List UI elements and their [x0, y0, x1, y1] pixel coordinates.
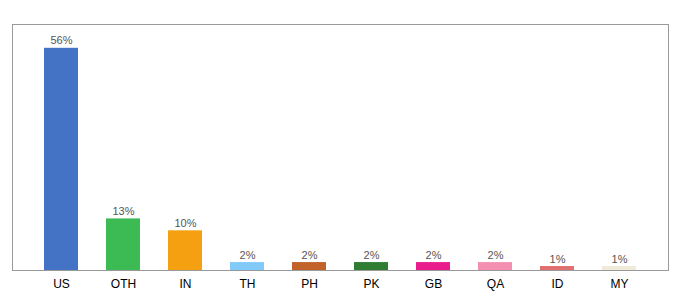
svg-text:56%: 56%	[50, 34, 72, 46]
svg-text:TH: TH	[240, 277, 256, 291]
svg-text:IN: IN	[180, 277, 192, 291]
svg-text:1%: 1%	[550, 253, 566, 265]
svg-text:PK: PK	[363, 277, 379, 291]
svg-text:10%: 10%	[174, 217, 196, 229]
svg-text:2%: 2%	[488, 249, 504, 261]
svg-text:1%: 1%	[612, 253, 628, 265]
svg-text:2%: 2%	[302, 249, 318, 261]
svg-text:2%: 2%	[364, 249, 380, 261]
svg-text:US: US	[53, 277, 70, 291]
svg-text:GB: GB	[425, 277, 442, 291]
svg-text:PH: PH	[301, 277, 318, 291]
svg-text:2%: 2%	[240, 249, 256, 261]
svg-text:QA: QA	[487, 277, 504, 291]
svg-text:MY: MY	[611, 277, 629, 291]
svg-text:ID: ID	[552, 277, 564, 291]
svg-text:2%: 2%	[426, 249, 442, 261]
svg-text:13%: 13%	[112, 205, 134, 217]
svg-text:OTH: OTH	[111, 277, 136, 291]
